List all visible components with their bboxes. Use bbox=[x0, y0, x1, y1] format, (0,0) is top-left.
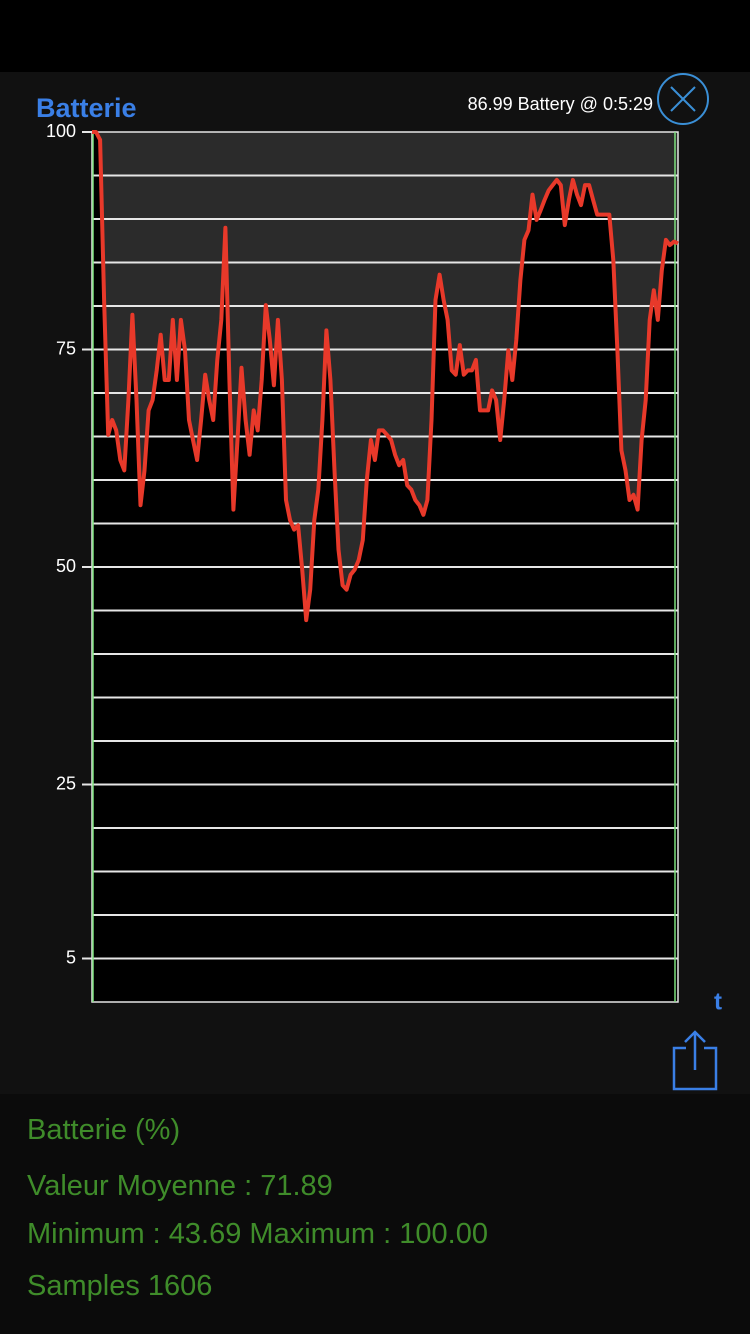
plot: 100 75 50 25 5 bbox=[46, 121, 679, 1003]
stats-panel: Batterie (%) Valeur Moyenne : 71.89 Mini… bbox=[0, 1094, 750, 1334]
stats-samples: Samples 1606 bbox=[27, 1270, 213, 1302]
y-tick-label: 50 bbox=[56, 556, 76, 576]
line bbox=[92, 130, 679, 623]
close-icon[interactable] bbox=[670, 86, 696, 112]
share-box[interactable] bbox=[672, 1046, 718, 1091]
stats-mean: Valeur Moyenne : 71.89 bbox=[27, 1170, 333, 1202]
chart-title: Batterie bbox=[36, 93, 137, 123]
close-button[interactable] bbox=[657, 73, 709, 125]
y-tick-label: 75 bbox=[56, 338, 76, 358]
area-above-line bbox=[92, 132, 678, 621]
chart-subtitle: 86.99 Battery @ 0:5:29 bbox=[468, 94, 653, 114]
status-bar bbox=[0, 0, 750, 72]
x-axis-label: t bbox=[714, 988, 722, 1015]
plot-border bbox=[91, 131, 679, 1003]
y-tick-label: 25 bbox=[56, 773, 76, 793]
close-circle[interactable] bbox=[657, 73, 709, 125]
stats-range: Minimum : 43.69 Maximum : 100.00 bbox=[27, 1218, 488, 1250]
stats-heading: Batterie (%) bbox=[27, 1114, 181, 1146]
share-button[interactable] bbox=[672, 1030, 718, 1091]
y-tick-label: 100 bbox=[46, 121, 76, 141]
share-arrow[interactable] bbox=[684, 1030, 706, 1070]
chart: Batterie 86.99 Battery @ 0:5:29 t 100 75 5… bbox=[0, 0, 750, 1094]
y-tick-label: 5 bbox=[66, 947, 76, 967]
